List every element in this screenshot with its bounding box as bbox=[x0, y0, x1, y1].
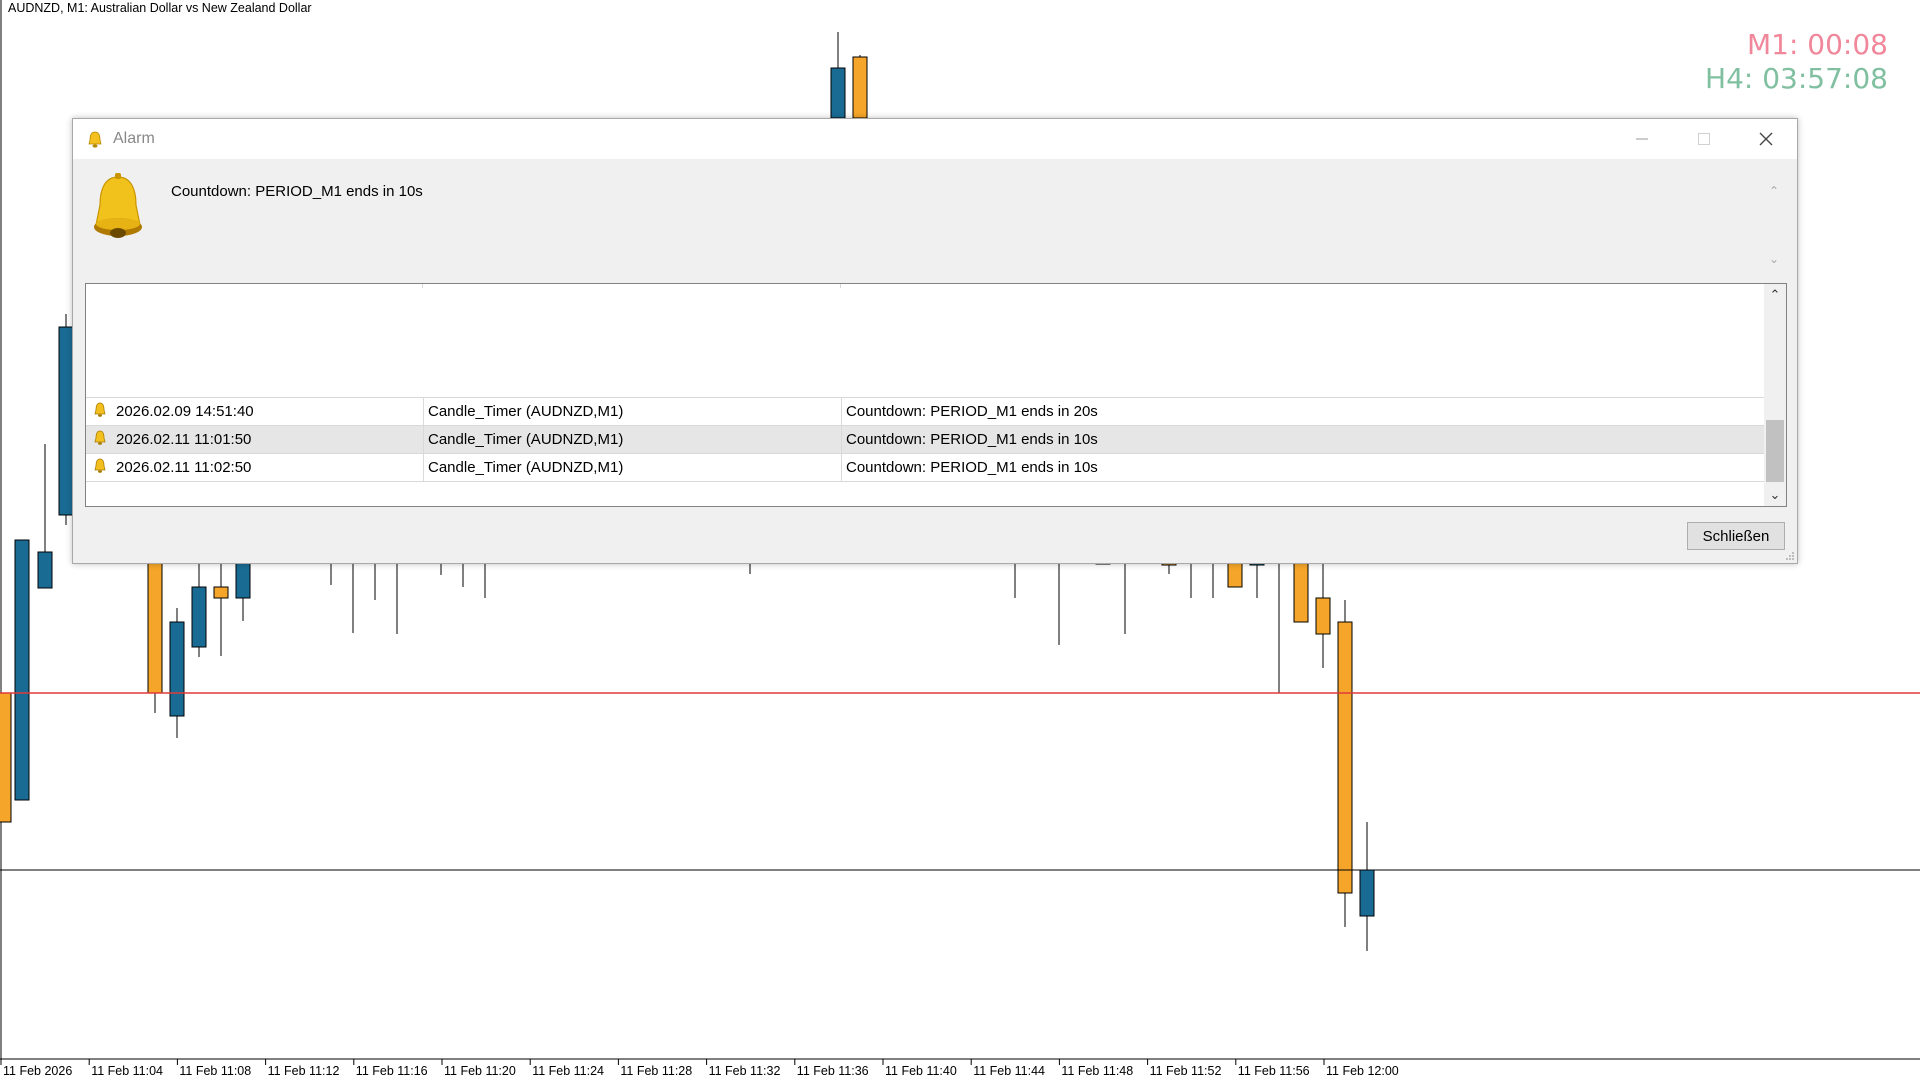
table-row[interactable]: 2026.02.11 11:02:50 Candle_Timer (AUDNZD,… bbox=[86, 454, 1764, 482]
candle bbox=[213, 560, 229, 656]
time-axis-label: 11 Feb 11:48 bbox=[1061, 1064, 1133, 1078]
candle bbox=[147, 545, 163, 713]
chart-symbol-title: AUDNZD, M1: Australian Dollar vs New Zea… bbox=[8, 1, 312, 15]
alarm-expert: Candle_Timer (AUDNZD,M1) bbox=[423, 398, 623, 425]
candle bbox=[1337, 600, 1353, 927]
bell-icon bbox=[94, 458, 106, 473]
candles-layer bbox=[0, 32, 1375, 951]
time-axis-label: 11 Feb 12:00 bbox=[1326, 1064, 1399, 1078]
alarm-message: Countdown: PERIOD_M1 ends in 10s bbox=[171, 183, 423, 200]
scroll-down-icon[interactable]: ⌄ bbox=[1768, 252, 1780, 266]
bell-icon bbox=[94, 402, 106, 417]
candle bbox=[1359, 822, 1375, 951]
minimize-button[interactable] bbox=[1611, 119, 1673, 159]
timer-m1: M1: 00:08 bbox=[1747, 28, 1888, 61]
close-icon bbox=[1759, 132, 1773, 146]
scroll-up-icon[interactable]: ⌃ bbox=[1769, 287, 1781, 302]
time-axis-label: 11 Feb 11:08 bbox=[179, 1064, 251, 1078]
time-axis-label: 11 Feb 11:40 bbox=[885, 1064, 957, 1078]
alarm-expert: Candle_Timer (AUDNZD,M1) bbox=[423, 454, 623, 481]
candle bbox=[191, 562, 207, 657]
candle bbox=[58, 314, 74, 525]
time-axis-label: 11 Feb 11:44 bbox=[973, 1064, 1045, 1078]
alarm-title: Alarm bbox=[113, 130, 155, 147]
time-axis-label: 11 Feb 11:04 bbox=[91, 1064, 163, 1078]
bell-icon bbox=[94, 173, 142, 238]
time-axis: 11 Feb 2026 11 Feb 11:04 11 Feb 11:08 11 Fe… bbox=[0, 1059, 1399, 1078]
time-axis-label: 11 Feb 11:36 bbox=[797, 1064, 869, 1078]
alarm-row-message: Countdown: PERIOD_M1 ends in 10s bbox=[841, 454, 1098, 481]
time-axis-label: 11 Feb 11:24 bbox=[532, 1064, 604, 1078]
history-scrollbar[interactable]: ⌃ ⌄ bbox=[1764, 284, 1786, 506]
candle bbox=[830, 32, 846, 119]
close-button[interactable]: Schließen bbox=[1687, 522, 1785, 550]
candle bbox=[1227, 561, 1243, 588]
time-axis-label: 11 Feb 11:12 bbox=[268, 1064, 340, 1078]
maximize-button[interactable] bbox=[1673, 119, 1735, 159]
maximize-icon bbox=[1698, 133, 1710, 145]
alarm-titlebar[interactable]: Alarm bbox=[73, 119, 1797, 159]
candle bbox=[1293, 561, 1309, 623]
bell-icon bbox=[94, 430, 106, 445]
minimize-icon bbox=[1636, 138, 1648, 140]
close-window-button[interactable] bbox=[1735, 119, 1797, 159]
alarm-time: 2026.02.11 11:01:50 bbox=[116, 431, 252, 448]
timer-h4: H4: 03:57:08 bbox=[1705, 62, 1888, 95]
candle bbox=[37, 444, 53, 589]
alarm-time: 2026.02.09 14:51:40 bbox=[116, 403, 254, 420]
scrollbar-thumb[interactable] bbox=[1766, 420, 1784, 482]
scroll-down-icon[interactable]: ⌄ bbox=[1769, 487, 1781, 502]
time-axis-label: 11 Feb 11:32 bbox=[709, 1064, 781, 1078]
message-scrollbar[interactable]: ⌃ ⌄ bbox=[1763, 181, 1785, 269]
time-axis-label: 11 Feb 2026 bbox=[3, 1064, 72, 1078]
alarm-history-list[interactable]: 2026.02.09 14:51:40 Candle_Timer (AUDNZD,… bbox=[85, 283, 1787, 507]
resize-grip-icon[interactable] bbox=[1785, 551, 1795, 561]
alarm-row-message: Countdown: PERIOD_M1 ends in 20s bbox=[841, 398, 1098, 425]
candle bbox=[0, 692, 12, 823]
candle bbox=[14, 539, 30, 801]
bell-icon bbox=[88, 131, 102, 148]
time-axis-label: 11 Feb 11:20 bbox=[444, 1064, 516, 1078]
time-axis-label: 11 Feb 11:56 bbox=[1238, 1064, 1310, 1078]
scroll-up-icon[interactable]: ⌃ bbox=[1768, 184, 1780, 198]
alarm-time: 2026.02.11 11:02:50 bbox=[116, 459, 252, 476]
candle bbox=[1315, 562, 1331, 668]
table-row[interactable]: 2026.02.09 14:51:40 Candle_Timer (AUDNZD,… bbox=[86, 397, 1764, 426]
time-axis-label: 11 Feb 11:28 bbox=[620, 1064, 692, 1078]
table-row[interactable]: 2026.02.11 11:01:50 Candle_Timer (AUDNZD,… bbox=[86, 426, 1764, 454]
alarm-dialog[interactable]: Alarm Countdown: PERIOD_M1 ends in 10s ⌃… bbox=[72, 118, 1798, 564]
time-axis-label: 11 Feb 11:52 bbox=[1150, 1064, 1222, 1078]
alarm-expert: Candle_Timer (AUDNZD,M1) bbox=[423, 426, 623, 453]
candle bbox=[852, 55, 868, 119]
time-axis-label: 11 Feb 11:16 bbox=[356, 1064, 428, 1078]
alarm-row-message: Countdown: PERIOD_M1 ends in 10s bbox=[841, 426, 1098, 453]
history-rows: 2026.02.09 14:51:40 Candle_Timer (AUDNZD,… bbox=[86, 397, 1764, 482]
